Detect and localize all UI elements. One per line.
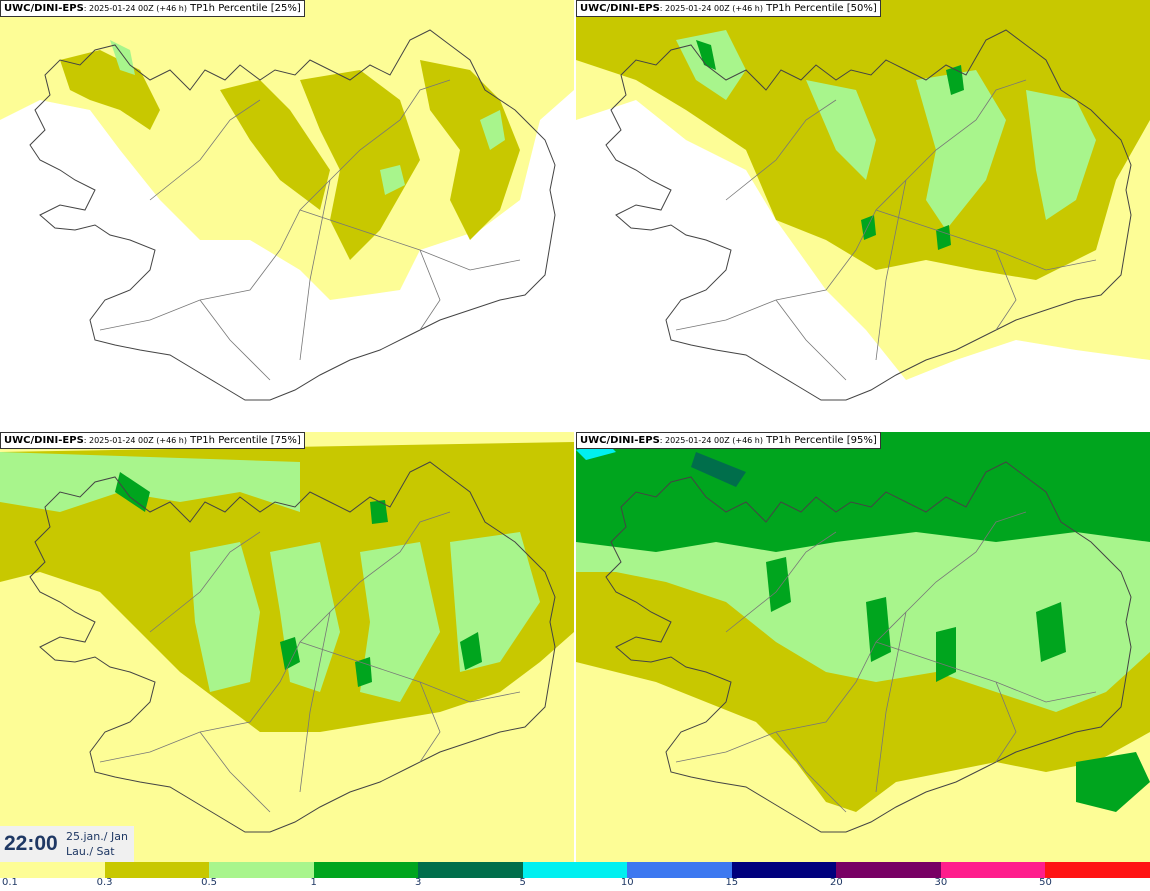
legend-tick-label: 30 [934, 877, 948, 888]
panel-title: UWC/DINI-EPS: 2025-01-24 00Z (+46 h) TP1… [576, 432, 881, 449]
field-name: TP1h Percentile [25%] [190, 3, 301, 14]
run-info: : 2025-01-24 00Z (+46 h) [659, 4, 763, 13]
color-legend-bar [0, 862, 1150, 878]
map-panel-50: UWC/DINI-EPS: 2025-01-24 00Z (+46 h) TP1… [576, 0, 1150, 430]
legend-swatch [836, 862, 941, 878]
run-info: : 2025-01-24 00Z (+46 h) [83, 436, 187, 445]
panel-title: UWC/DINI-EPS: 2025-01-24 00Z (+46 h) TP1… [0, 0, 305, 17]
field-name: TP1h Percentile [50%] [766, 3, 877, 14]
map-panel-95: UWC/DINI-EPS: 2025-01-24 00Z (+46 h) TP1… [576, 432, 1150, 862]
precip-map-75 [0, 432, 574, 862]
legend-swatch [522, 862, 628, 878]
legend-tick-label: 3 [414, 877, 422, 888]
model-source: UWC/DINI-EPS [4, 435, 84, 446]
precip-map-95 [576, 432, 1150, 862]
color-legend-ticks: 0.1 0.3 0.5 1 3 5 10 15 20 30 50 [0, 877, 1150, 891]
legend-swatch [104, 862, 210, 878]
precip-map-25 [0, 0, 574, 401]
panel-title: UWC/DINI-EPS: 2025-01-24 00Z (+46 h) TP1… [0, 432, 305, 449]
legend-tick-label: 20 [829, 877, 843, 888]
field-name: TP1h Percentile [75%] [190, 435, 301, 446]
legend-swatch [940, 862, 1046, 878]
legend-tick-label: 0.1 [2, 877, 18, 888]
legend-tick-label: 5 [519, 877, 526, 888]
legend-tick-label: 10 [620, 877, 634, 888]
legend-swatch [0, 862, 105, 878]
map-panel-75: UWC/DINI-EPS: 2025-01-24 00Z (+46 h) TP1… [0, 432, 574, 862]
legend-tick-label: 15 [725, 877, 739, 888]
panel-title: UWC/DINI-EPS: 2025-01-24 00Z (+46 h) TP1… [576, 0, 881, 17]
model-source: UWC/DINI-EPS [4, 3, 84, 14]
legend-tick-label: 50 [1039, 877, 1052, 888]
valid-time-box: 22:00 25.jan./ Jan Lau./ Sat [0, 826, 134, 862]
legend-swatch [209, 862, 314, 878]
map-panel-25: UWC/DINI-EPS: 2025-01-24 00Z (+46 h) TP1… [0, 0, 574, 430]
valid-time-clock: 22:00 [4, 832, 58, 855]
legend-swatch [1045, 862, 1150, 878]
run-info: : 2025-01-24 00Z (+46 h) [83, 4, 187, 13]
legend-swatch [313, 862, 419, 878]
model-source: UWC/DINI-EPS [580, 435, 660, 446]
model-source: UWC/DINI-EPS [580, 3, 660, 14]
legend-tick-label: 0.5 [201, 877, 218, 888]
valid-time-day: Lau./ Sat [66, 845, 115, 858]
valid-time-date: 25.jan./ Jan [66, 830, 128, 843]
legend-swatch [731, 862, 837, 878]
field-name: TP1h Percentile [95%] [766, 435, 877, 446]
precip-map-50 [576, 0, 1150, 401]
legend-swatch [627, 862, 732, 878]
legend-tick-label: 1 [310, 877, 317, 888]
legend-tick-label: 0.3 [96, 877, 113, 888]
run-info: : 2025-01-24 00Z (+46 h) [659, 436, 763, 445]
legend-swatch [418, 862, 523, 878]
